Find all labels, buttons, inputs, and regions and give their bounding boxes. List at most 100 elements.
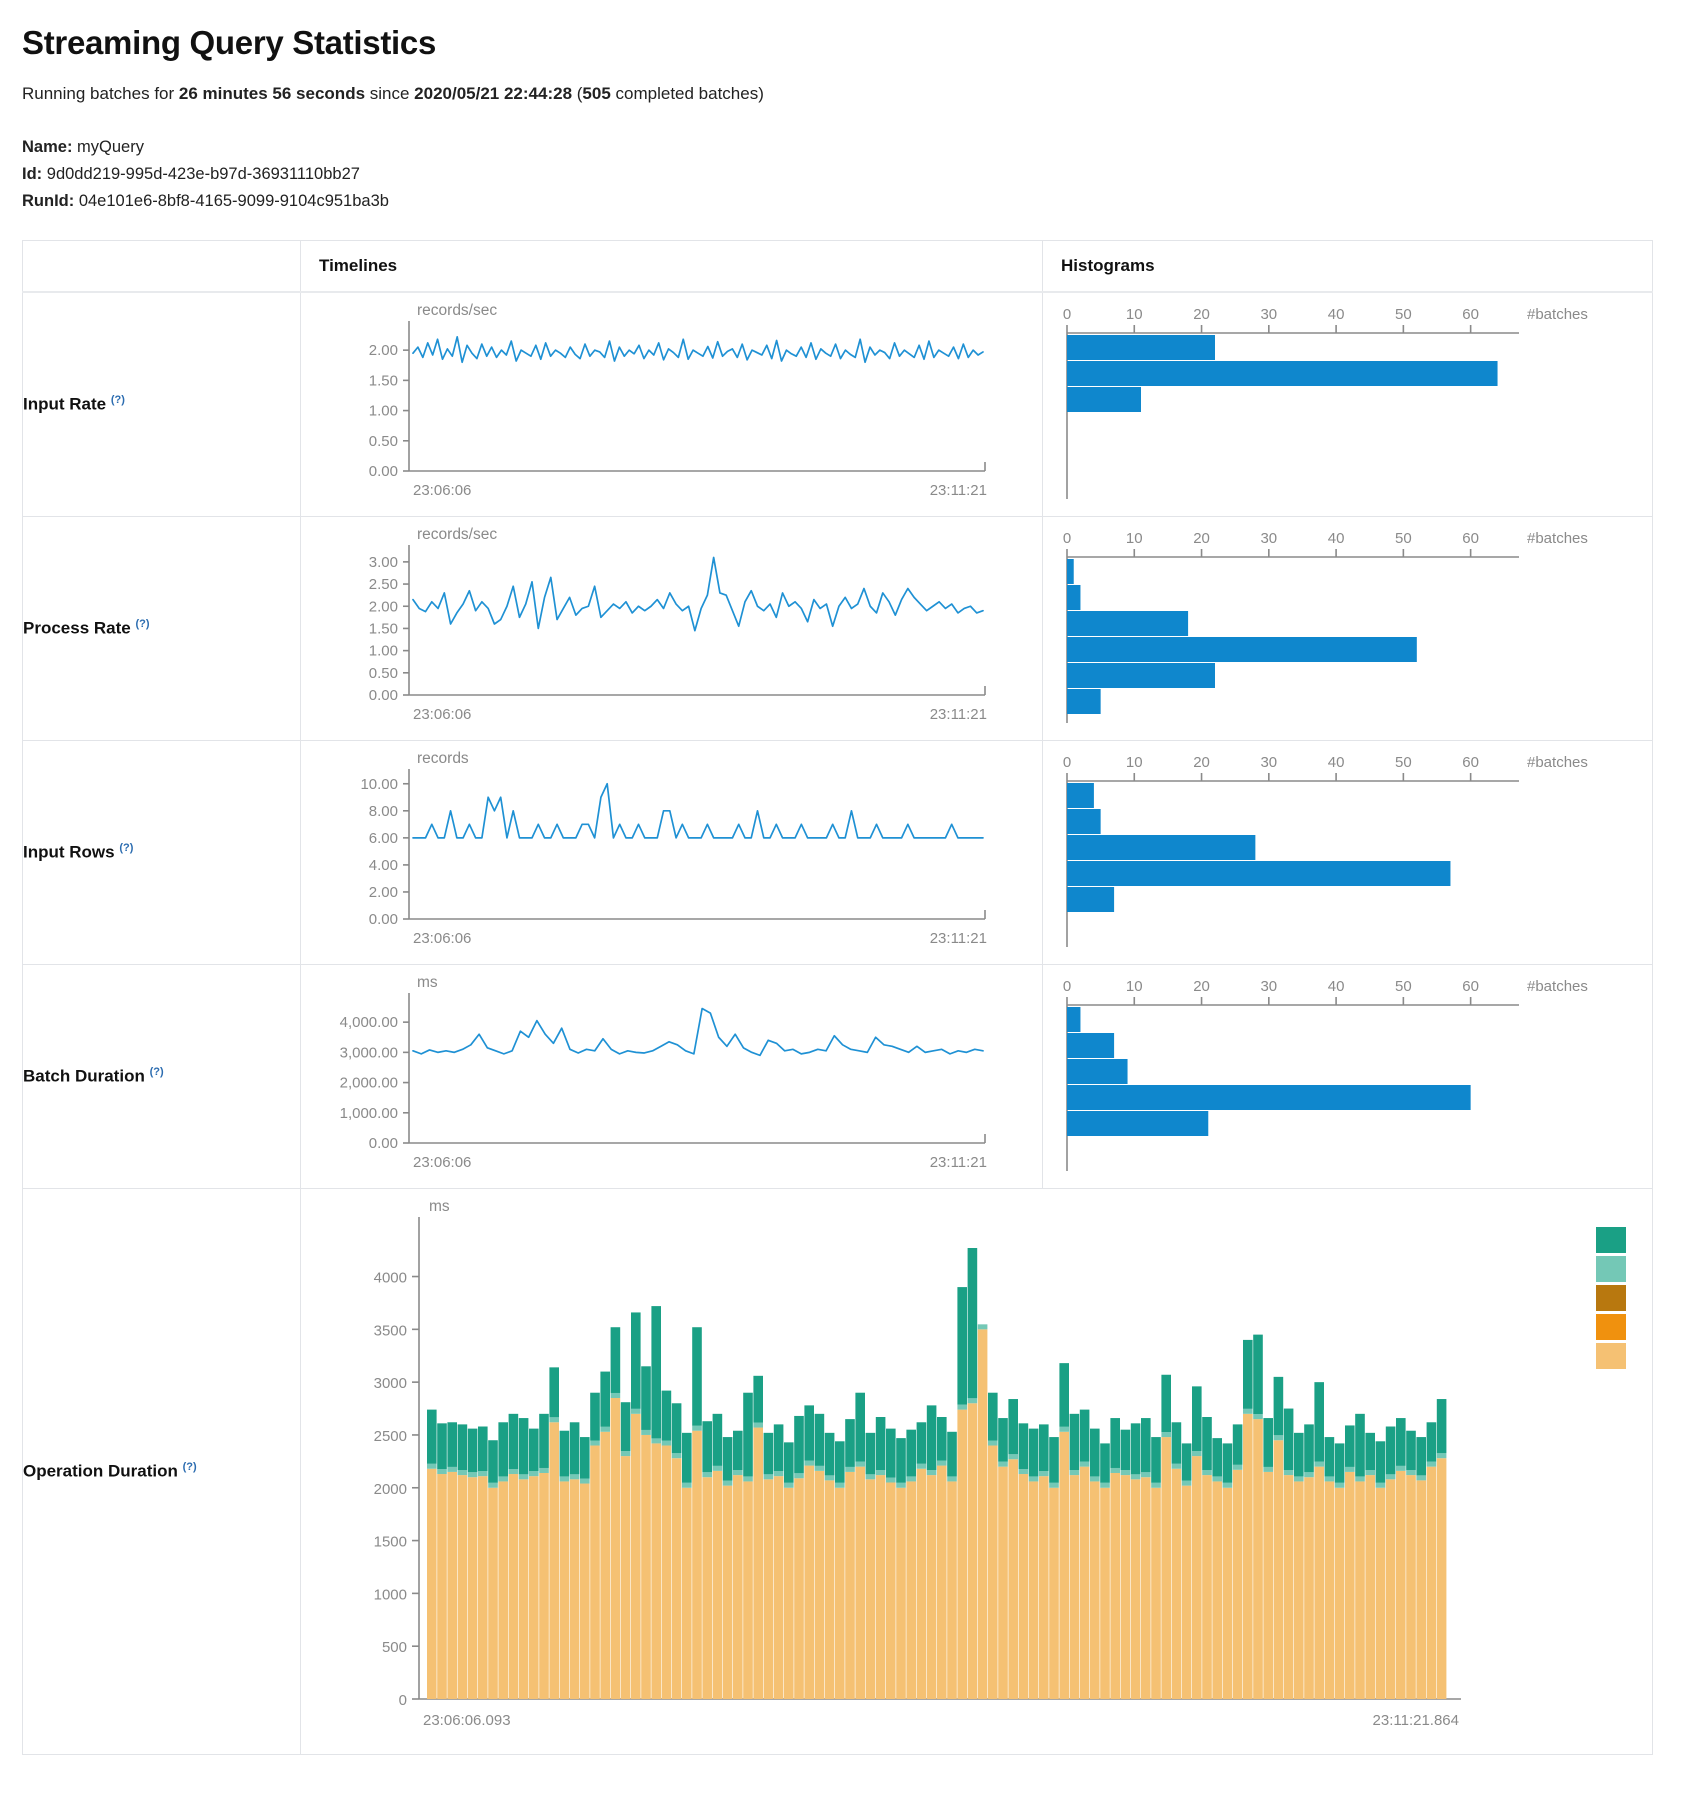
opdur-segment-addbatch (896, 1487, 906, 1700)
table-row: Batch Duration (?) ms 4,000.00 3,000.00 2,00… (22, 964, 1653, 1190)
opdur-segment-walcommit (508, 1413, 519, 1470)
opdur-segment-walcommit (784, 1442, 794, 1483)
y-tick-label: 1,000.00 (340, 1105, 398, 1122)
opdur-segment-walcommit (478, 1426, 488, 1472)
help-icon[interactable]: (?) (149, 1066, 164, 1079)
y-tick-label: 0.00 (369, 463, 398, 480)
help-icon[interactable]: (?) (135, 618, 150, 631)
opdur-segment-queryplanning (651, 1438, 661, 1444)
opdur-segment-walcommit (437, 1423, 447, 1470)
legend-swatch[interactable] (1596, 1227, 1626, 1254)
hist-x-tick-label: 50 (1395, 978, 1412, 995)
opdur-segment-addbatch (529, 1476, 539, 1700)
hist-x-tick-label: 30 (1260, 978, 1277, 995)
hist-bar (1067, 1059, 1128, 1085)
hist-unit-label: #batches (1527, 754, 1588, 771)
opdur-segment-addbatch (906, 1481, 916, 1700)
timeline-unit-label: records/sec (417, 302, 497, 319)
histogram-chart-batch-duration[interactable]: 0 10 20 30 40 50 60 #batches (1043, 965, 1603, 1183)
opdur-segment-walcommit (814, 1413, 825, 1467)
operation-duration-chart[interactable]: ms 4000 3500 3000 2500 2000 1500 1000 500 0 23:06:… (301, 1189, 1591, 1749)
help-icon[interactable]: (?) (110, 394, 125, 407)
hist-unit-label: #batches (1527, 530, 1588, 547)
opdur-segment-queryplanning (712, 1466, 723, 1472)
opdur-segment-queryplanning (865, 1474, 876, 1480)
metric-name: Operation Duration (23, 1461, 178, 1481)
opdur-segment-addbatch (1243, 1413, 1253, 1700)
opdur-segment-walcommit (1324, 1437, 1335, 1477)
opdur-segment-queryplanning (1406, 1470, 1416, 1476)
opdur-segment-addbatch (1345, 1472, 1355, 1700)
opdur-segment-addbatch (1406, 1475, 1416, 1700)
opdur-segment-walcommit (1079, 1409, 1090, 1462)
opdur-segment-addbatch (569, 1479, 580, 1700)
summary-suffix: completed batches) (610, 84, 764, 103)
opdur-segment-queryplanning (610, 1393, 621, 1399)
opdur-segment-walcommit (1018, 1423, 1029, 1470)
opdur-segment-queryplanning (1039, 1471, 1049, 1477)
x-end-label: 23:11:21 (930, 930, 987, 947)
summary-start-time: 2020/05/21 22:44:28 (414, 84, 573, 103)
hist-bar (1067, 611, 1189, 637)
opdur-segment-walcommit (1100, 1443, 1110, 1483)
opdur-segment-addbatch (733, 1475, 743, 1700)
opdur-segment-addbatch (753, 1427, 763, 1700)
timeline-chart-input-rate[interactable]: records/sec 2.00 1.50 1.00 0.50 0.00 23:06:06 2… (301, 293, 1001, 511)
opdur-segment-walcommit (865, 1432, 876, 1475)
histogram-chart-input-rows[interactable]: 0 10 20 30 40 50 60 #batches (1043, 741, 1603, 959)
opdur-segment-addbatch (814, 1471, 825, 1700)
opdur-segment-walcommit (1110, 1418, 1120, 1469)
timeline-chart-batch-duration[interactable]: ms 4,000.00 3,000.00 2,000.00 1,000.00 0.00 23… (301, 965, 1001, 1183)
legend-swatch[interactable] (1596, 1343, 1626, 1370)
opdur-segment-addbatch (1039, 1476, 1049, 1700)
opdur-segment-queryplanning (692, 1425, 702, 1431)
opdur-segment-queryplanning (1059, 1426, 1069, 1432)
opdur-segment-addbatch (467, 1477, 478, 1700)
opdur-segment-addbatch (835, 1487, 845, 1700)
opdur-segment-queryplanning (1018, 1469, 1029, 1475)
hist-x-tick-label: 10 (1126, 754, 1143, 771)
opdur-segment-walcommit (1008, 1399, 1018, 1455)
y-tick-label: 2.00 (369, 884, 398, 901)
opdur-segment-queryplanning (733, 1470, 743, 1476)
opdur-segment-queryplanning (1222, 1482, 1233, 1488)
opdur-segment-queryplanning (590, 1440, 600, 1446)
y-tick-label: 1.50 (369, 373, 398, 390)
legend-swatch[interactable] (1596, 1285, 1626, 1312)
help-icon[interactable]: (?) (182, 1461, 197, 1474)
meta-key-id: Id: (22, 165, 43, 184)
legend-swatch[interactable] (1596, 1314, 1626, 1341)
timeline-chart-process-rate[interactable]: records/sec 3.00 2.50 2.00 1.50 1.00 0.50 0.00 2… (301, 517, 1001, 735)
timeline-cell: records 10.00 8.00 6.00 4.00 2.00 0.00 23:06:06… (300, 740, 1043, 966)
y-tick-label: 0.50 (369, 665, 398, 682)
opdur-segment-addbatch (1181, 1485, 1192, 1700)
hist-bar (1067, 559, 1074, 585)
series-line (412, 783, 984, 839)
opdur-segment-addbatch (641, 1435, 651, 1700)
timeline-chart-input-rows[interactable]: records 10.00 8.00 6.00 4.00 2.00 0.00 23:06:06… (301, 741, 1001, 959)
opdur-segment-addbatch (1263, 1472, 1273, 1700)
opdur-segment-queryplanning (722, 1480, 733, 1486)
opdur-segment-walcommit (1049, 1437, 1059, 1483)
opdur-segment-addbatch (1314, 1466, 1324, 1700)
hist-x-tick-label: 20 (1193, 978, 1210, 995)
opdur-segment-addbatch (1192, 1456, 1202, 1700)
opdur-segment-queryplanning (1161, 1432, 1171, 1438)
hist-unit-label: #batches (1527, 978, 1588, 995)
legend-swatch[interactable] (1596, 1256, 1626, 1283)
help-icon[interactable]: (?) (119, 842, 134, 855)
opdur-segment-queryplanning (641, 1430, 651, 1436)
histogram-chart-process-rate[interactable]: 0 10 20 30 40 50 60 #batches (1043, 517, 1603, 735)
opdur-segment-walcommit (875, 1417, 886, 1471)
opdur-segment-queryplanning (937, 1460, 947, 1466)
hist-x-tick-label: 0 (1063, 530, 1071, 547)
opdur-segment-walcommit (682, 1432, 692, 1483)
opdur-segment-addbatch (845, 1472, 855, 1700)
opdur-segment-addbatch (518, 1479, 529, 1700)
histogram-chart-input-rate[interactable]: 0 10 20 30 40 50 60 #batches (1043, 293, 1603, 511)
y-tick-label: 4,000.00 (340, 1014, 398, 1031)
y-tick-label: 3.00 (369, 554, 398, 571)
operation-duration-legend[interactable] (1596, 1227, 1626, 1372)
opdur-segment-addbatch (498, 1481, 508, 1700)
opdur-y-tick-label: 3500 (374, 1322, 407, 1339)
